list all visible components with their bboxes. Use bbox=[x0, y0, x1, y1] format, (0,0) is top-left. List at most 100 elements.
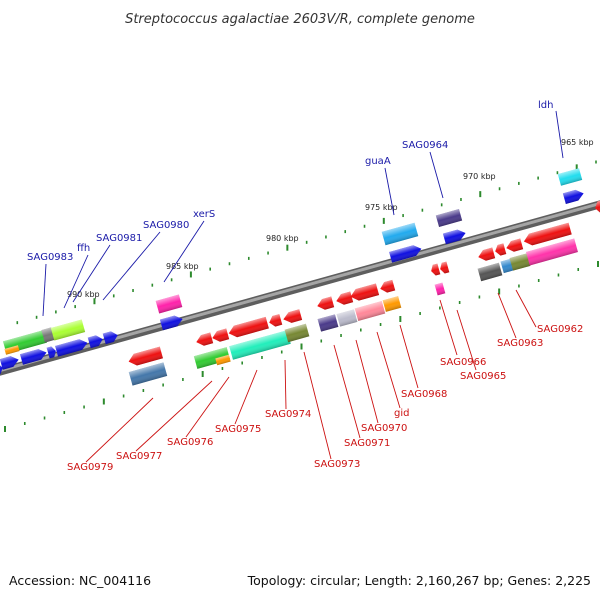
leader-line bbox=[439, 299, 458, 356]
reverse-gene-arrow[interactable] bbox=[505, 238, 524, 254]
gene-leader-lines bbox=[42, 110, 564, 463]
gene-feature-box[interactable] bbox=[155, 294, 183, 314]
gene-feature-box[interactable] bbox=[128, 362, 168, 386]
reverse-gene-arrow[interactable] bbox=[227, 316, 269, 339]
reverse-gene-arrow[interactable] bbox=[522, 222, 572, 247]
gene-feature-box[interactable] bbox=[526, 238, 578, 266]
gene-feature-box[interactable] bbox=[509, 253, 531, 271]
genome-summary-text: Topology: circular; Length: 2,160,267 bp… bbox=[247, 573, 591, 588]
reverse-gene-arrow[interactable] bbox=[211, 328, 230, 344]
forward-gene-arrow[interactable] bbox=[20, 347, 48, 365]
gene-label-ffh[interactable]: ffh bbox=[77, 243, 90, 254]
leader-line bbox=[497, 292, 517, 339]
leader-line bbox=[63, 254, 89, 309]
forward-gene-arrow[interactable] bbox=[562, 188, 585, 204]
reverse-gene-arrow[interactable] bbox=[268, 314, 283, 328]
forward-gene-arrow[interactable] bbox=[0, 354, 20, 370]
forward-gene-arrow[interactable] bbox=[0, 362, 4, 376]
gene-feature-box[interactable] bbox=[229, 330, 291, 360]
kbp-label-985: 985 kbp bbox=[166, 262, 199, 271]
gene-label-sag0980[interactable]: SAG0980 bbox=[143, 220, 189, 231]
gene-feature-box[interactable] bbox=[317, 314, 339, 332]
reverse-gene-arrow[interactable] bbox=[439, 261, 450, 275]
gene-label-sag0963[interactable]: SAG0963 bbox=[497, 338, 543, 349]
kbp-label-980: 980 kbp bbox=[266, 234, 299, 243]
kbp-label-970: 970 kbp bbox=[463, 172, 496, 181]
reverse-gene-arrow[interactable] bbox=[477, 247, 496, 263]
gene-label-sag0976[interactable]: SAG0976 bbox=[167, 437, 213, 448]
reverse-gene-arrow[interactable] bbox=[379, 279, 396, 294]
forward-gene-arrow[interactable] bbox=[102, 330, 119, 345]
leader-line bbox=[429, 151, 444, 199]
reverse-gene-arrow[interactable] bbox=[282, 309, 303, 324]
leader-line bbox=[376, 331, 401, 409]
forward-gene-arrow[interactable] bbox=[442, 228, 467, 245]
gene-label-gid[interactable]: gid bbox=[394, 408, 409, 419]
accession-text: Accession: NC_004116 bbox=[9, 573, 151, 588]
leader-line bbox=[303, 351, 332, 460]
gene-label-ldh[interactable]: ldh bbox=[538, 100, 553, 111]
gene-label-sag0981[interactable]: SAG0981 bbox=[96, 233, 142, 244]
gene-feature-box[interactable] bbox=[434, 282, 446, 296]
gene-feature-box[interactable] bbox=[336, 309, 358, 327]
reverse-gene-arrow[interactable] bbox=[349, 283, 380, 302]
gene-label-sag0966[interactable]: SAG0966 bbox=[440, 357, 486, 368]
gene-feature-box[interactable] bbox=[500, 258, 514, 274]
gene-label-sag0962[interactable]: SAG0962 bbox=[537, 324, 583, 335]
reverse-gene-arrow[interactable] bbox=[430, 263, 441, 277]
gene-feature-box[interactable] bbox=[215, 354, 231, 366]
gene-label-sag0970[interactable]: SAG0970 bbox=[361, 423, 407, 434]
reverse-gene-arrow[interactable] bbox=[335, 291, 354, 307]
gene-feature-box[interactable] bbox=[4, 345, 20, 355]
gene-feature-box[interactable] bbox=[477, 262, 503, 282]
kbp-label-990: 990 kbp bbox=[67, 290, 100, 299]
gene-feature-box[interactable] bbox=[557, 168, 583, 186]
gene-label-sag0974[interactable]: SAG0974 bbox=[265, 409, 311, 420]
gene-label-guaa[interactable]: guaA bbox=[365, 156, 391, 167]
gene-label-xers[interactable]: xerS bbox=[193, 209, 215, 220]
gene-label-sag0979[interactable]: SAG0979 bbox=[67, 462, 113, 473]
forward-gene-arrow[interactable] bbox=[46, 346, 58, 359]
gene-feature-box[interactable] bbox=[41, 327, 55, 343]
forward-gene-arrow[interactable] bbox=[55, 337, 89, 357]
reverse-gene-arrow[interactable] bbox=[195, 332, 214, 348]
forward-gene-arrow[interactable] bbox=[87, 334, 104, 349]
forward-gene-arrow[interactable] bbox=[389, 243, 423, 263]
gene-feature-box[interactable] bbox=[193, 347, 231, 369]
leader-line bbox=[355, 339, 379, 424]
gene-feature-box[interactable] bbox=[435, 208, 463, 228]
gene-label-sag0983[interactable]: SAG0983 bbox=[27, 252, 73, 263]
gene-feature-box[interactable] bbox=[381, 222, 419, 246]
gene-label-sag0975[interactable]: SAG0975 bbox=[215, 424, 261, 435]
leader-line bbox=[515, 289, 537, 328]
gene-label-sag0971[interactable]: SAG0971 bbox=[344, 438, 390, 449]
forward-gene-arrow[interactable] bbox=[159, 314, 184, 331]
reverse-gene-arrow[interactable] bbox=[127, 346, 163, 368]
leader-line bbox=[185, 376, 230, 438]
leader-line bbox=[284, 359, 287, 410]
gene-feature-box[interactable] bbox=[284, 323, 310, 343]
gene-feature-box[interactable] bbox=[354, 300, 386, 322]
kbp-label-965: 965 kbp bbox=[561, 138, 594, 147]
gene-label-sag0968[interactable]: SAG0968 bbox=[401, 389, 447, 400]
gene-label-sag0977[interactable]: SAG0977 bbox=[116, 451, 162, 462]
leader-line bbox=[399, 324, 419, 389]
reverse-gene-arrow[interactable] bbox=[316, 296, 335, 312]
leader-line bbox=[555, 110, 564, 159]
kbp-scale-labels: 965 kbp 970 kbp 975 kbp 980 kbp 985 kbp … bbox=[67, 138, 594, 299]
reverse-gene-arrow[interactable] bbox=[594, 199, 600, 214]
reverse-gene-arrow[interactable] bbox=[494, 243, 507, 256]
gene-label-sag0965[interactable]: SAG0965 bbox=[460, 371, 506, 382]
leader-line bbox=[72, 244, 111, 303]
leader-line bbox=[102, 231, 161, 301]
gene-label-sag0973[interactable]: SAG0973 bbox=[314, 459, 360, 470]
leader-line bbox=[163, 220, 205, 283]
gene-labels-forward: ldh SAG0964 guaA xerS SAG0980 SAG0981 ff… bbox=[27, 100, 553, 263]
leader-line bbox=[135, 380, 213, 452]
gene-feature-box[interactable] bbox=[50, 319, 86, 341]
gene-label-sag0964[interactable]: SAG0964 bbox=[402, 140, 448, 151]
tick-marks-upper bbox=[16, 160, 597, 325]
kbp-label-975: 975 kbp bbox=[365, 203, 398, 212]
gene-feature-box[interactable] bbox=[382, 296, 402, 312]
